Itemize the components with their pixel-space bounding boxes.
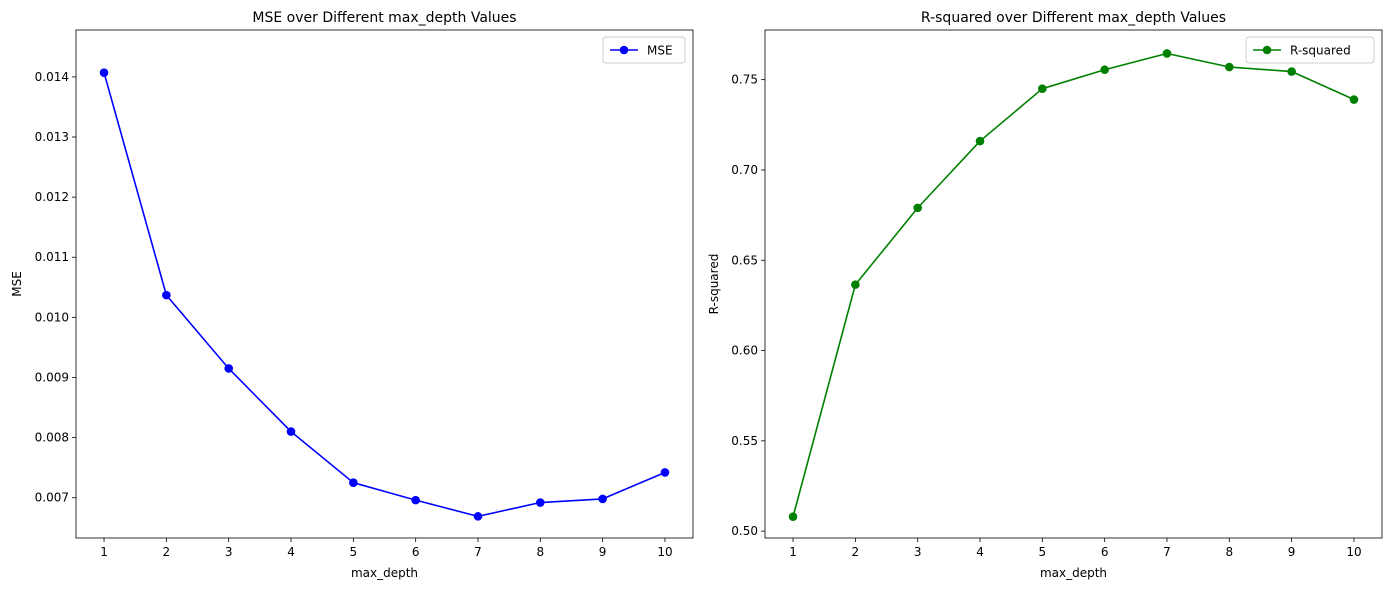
x-tick-label: 2 <box>163 545 171 559</box>
data-point <box>913 203 922 213</box>
chart-title: R-squared over Different max_depth Value… <box>921 10 1226 26</box>
y-tick-label: 0.011 <box>35 250 69 264</box>
x-axis-label: max_depth <box>1040 566 1107 580</box>
series-line <box>103 72 666 518</box>
data-point <box>349 478 358 487</box>
y-axis-label: MSE <box>10 271 24 297</box>
x-tick-label: 10 <box>657 545 672 559</box>
legend-marker <box>619 45 629 55</box>
legend: MSE <box>602 36 686 64</box>
y-tick-label: 0.70 <box>731 163 758 177</box>
x-tick-label: 9 <box>1288 545 1296 559</box>
x-axis-label: max_depth <box>351 566 418 580</box>
data-point <box>975 136 985 146</box>
data-point <box>598 494 607 504</box>
data-point <box>660 468 670 477</box>
data-point <box>1225 62 1234 72</box>
x-tick-label: 9 <box>599 545 607 559</box>
x-tick-label: 8 <box>536 545 544 559</box>
x-tick-label: 7 <box>474 545 482 559</box>
x-tick-label: 4 <box>976 545 984 559</box>
data-point <box>536 498 545 507</box>
data-point <box>1162 49 1172 58</box>
legend-marker <box>1262 45 1272 55</box>
x-tick-label: 6 <box>412 545 420 559</box>
series-line <box>792 52 1355 517</box>
data-point <box>1349 95 1359 104</box>
plot-frame <box>75 29 694 539</box>
data-point <box>1038 84 1047 93</box>
legend-label: MSE <box>647 44 673 58</box>
legend-label: R-squared <box>1290 44 1351 58</box>
y-tick-label: 0.010 <box>35 310 69 324</box>
data-point <box>411 495 420 505</box>
data-point <box>1100 65 1109 75</box>
chart-panel-1: MSE over Different max_depth Values 1 2 3 4 5… <box>10 10 694 580</box>
y-tick-label: 0.009 <box>35 370 69 384</box>
y-tick-label: 0.50 <box>731 524 758 538</box>
x-tick-label: 7 <box>1163 545 1171 559</box>
data-point <box>1287 67 1296 76</box>
chart-title: MSE over Different max_depth Values <box>252 10 516 26</box>
x-tick-label: 5 <box>1039 545 1047 559</box>
x-tick-label: 8 <box>1225 545 1233 559</box>
x-tick-label: 2 <box>852 545 860 559</box>
x-tick-label: 4 <box>287 545 295 559</box>
chart-panel-2: R-squared over Different max_depth Value… <box>707 10 1383 580</box>
data-point <box>788 512 798 521</box>
x-tick-label: 3 <box>225 545 233 559</box>
data-point <box>473 512 483 521</box>
y-tick-label: 0.012 <box>35 190 69 204</box>
x-tick-label: 6 <box>1101 545 1109 559</box>
x-tick-label: 3 <box>914 545 922 559</box>
y-tick-label: 0.60 <box>731 344 758 358</box>
data-point <box>162 290 171 300</box>
y-tick-label: 0.007 <box>35 491 69 505</box>
x-tick-label: 1 <box>100 545 108 559</box>
y-tick-label: 0.008 <box>35 431 69 445</box>
data-point <box>851 280 860 289</box>
y-tick-label: 0.75 <box>731 73 758 87</box>
x-tick-label: 1 <box>789 545 797 559</box>
plot-frame <box>764 29 1383 539</box>
y-tick-label: 0.013 <box>35 130 69 144</box>
y-tick-label: 0.55 <box>731 434 758 448</box>
legend-box <box>602 36 686 64</box>
y-tick-label: 0.65 <box>731 253 758 267</box>
data-point <box>99 68 109 77</box>
data-point <box>224 364 233 373</box>
x-tick-label: 5 <box>350 545 358 559</box>
y-axis-label: R-squared <box>707 254 721 315</box>
legend: R-squared <box>1245 36 1375 64</box>
x-tick-label: 10 <box>1346 545 1361 559</box>
legend-box <box>1245 36 1375 64</box>
y-tick-label: 0.014 <box>35 70 69 84</box>
data-point <box>286 427 296 436</box>
